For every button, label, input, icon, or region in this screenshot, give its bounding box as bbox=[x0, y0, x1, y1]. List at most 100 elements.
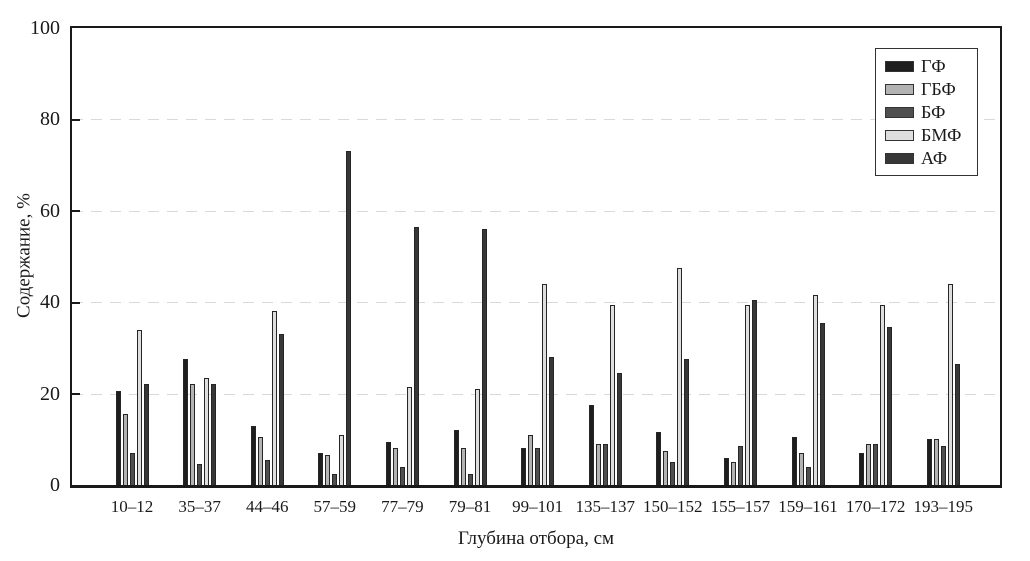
bar-ГФ-99–101 bbox=[521, 448, 527, 485]
legend-item-ГБФ: ГБФ bbox=[885, 80, 977, 98]
bar-ГБФ-193–195 bbox=[933, 439, 939, 485]
bar-АФ-44–46 bbox=[278, 334, 284, 485]
bar-БМФ-77–79 bbox=[406, 386, 412, 485]
legend-swatch-БМФ bbox=[885, 129, 914, 141]
x-tick-label-77–79: 77–79 bbox=[381, 497, 424, 516]
plot-area bbox=[70, 26, 1002, 488]
bar-БФ-170–172 bbox=[873, 443, 879, 485]
bar-БМФ-135–137 bbox=[609, 304, 615, 485]
bar-АФ-159–161 bbox=[819, 322, 825, 485]
bar-ГБФ-150–152 bbox=[663, 450, 669, 485]
bar-ГФ-150–152 bbox=[656, 432, 662, 485]
x-axis-title: Глубина отбора, см bbox=[457, 528, 615, 549]
x-tick-label-150–152: 150–152 bbox=[643, 497, 703, 516]
bar-БМФ-150–152 bbox=[677, 267, 683, 485]
gridline-40 bbox=[72, 302, 1000, 304]
legend-label-АФ: АФ bbox=[921, 148, 948, 168]
y-tick-label-100: 100 bbox=[30, 17, 60, 39]
bar-ГБФ-170–172 bbox=[866, 443, 872, 485]
bar-ГФ-79–81 bbox=[453, 430, 459, 485]
bar-АФ-170–172 bbox=[887, 327, 893, 485]
bar-ГФ-193–195 bbox=[926, 439, 932, 485]
bar-БМФ-79–81 bbox=[474, 389, 480, 485]
bar-ГБФ-77–79 bbox=[392, 448, 398, 485]
bar-БМФ-159–161 bbox=[812, 295, 818, 485]
gridline-60 bbox=[72, 210, 1000, 212]
legend-item-БФ: БФ bbox=[885, 103, 977, 121]
legend-swatch-БФ bbox=[885, 106, 914, 118]
x-tick-label-99–101: 99–101 bbox=[512, 497, 564, 516]
bar-БФ-44–46 bbox=[264, 459, 270, 485]
bar-БФ-79–81 bbox=[467, 473, 473, 485]
bar-БФ-135–137 bbox=[602, 443, 608, 485]
bar-ГФ-170–172 bbox=[859, 453, 865, 485]
legend-label-БМФ: БМФ bbox=[921, 125, 962, 145]
bar-БМФ-10–12 bbox=[136, 329, 142, 485]
bar-БФ-10–12 bbox=[129, 453, 135, 485]
bar-ГФ-44–46 bbox=[250, 425, 256, 485]
bar-ГФ-35–37 bbox=[183, 359, 189, 485]
bar-ГБФ-57–59 bbox=[325, 455, 331, 485]
bar-БФ-155–157 bbox=[737, 446, 743, 485]
bar-ГБФ-155–157 bbox=[730, 462, 736, 485]
bar-БФ-193–195 bbox=[940, 446, 946, 485]
bar-АФ-99–101 bbox=[549, 357, 555, 485]
x-tick-label-44–46: 44–46 bbox=[245, 497, 289, 516]
bar-ГБФ-10–12 bbox=[122, 414, 128, 485]
bar-БФ-57–59 bbox=[332, 473, 338, 485]
bar-ГБФ-135–137 bbox=[595, 443, 601, 485]
gridline-20 bbox=[72, 393, 1000, 395]
bar-БМФ-99–101 bbox=[542, 283, 548, 485]
legend-label-ГБФ: ГБФ bbox=[921, 79, 956, 99]
legend-label-БФ: БФ bbox=[921, 102, 946, 122]
bar-БФ-35–37 bbox=[197, 464, 203, 485]
bar-ГБФ-35–37 bbox=[190, 384, 196, 485]
bar-БМФ-170–172 bbox=[880, 304, 886, 485]
x-tick-label-79–81: 79–81 bbox=[448, 497, 492, 516]
bar-БФ-150–152 bbox=[670, 462, 676, 485]
legend-swatch-ГФ bbox=[885, 60, 914, 72]
y-tick-label-80: 80 bbox=[40, 108, 60, 131]
bar-БМФ-155–157 bbox=[744, 304, 750, 485]
bar-АФ-193–195 bbox=[954, 363, 960, 485]
legend-swatch-ГБФ bbox=[885, 83, 914, 95]
bar-БФ-99–101 bbox=[535, 448, 541, 485]
y-tick-mark-20 bbox=[72, 393, 80, 396]
x-tick-label-193–195: 193–195 bbox=[913, 497, 973, 516]
bar-БМФ-44–46 bbox=[271, 311, 277, 485]
bar-АФ-57–59 bbox=[346, 151, 352, 485]
y-tick-label-0: 0 bbox=[50, 474, 60, 496]
bar-АФ-35–37 bbox=[211, 384, 217, 485]
bar-ГФ-135–137 bbox=[588, 405, 594, 485]
bar-ГФ-155–157 bbox=[723, 457, 729, 485]
legend-swatch-АФ bbox=[885, 152, 914, 164]
x-tick-label-170–172: 170–172 bbox=[845, 497, 906, 516]
bar-ГБФ-44–46 bbox=[257, 437, 263, 485]
bar-АФ-77–79 bbox=[413, 226, 419, 485]
bar-БФ-77–79 bbox=[399, 466, 405, 485]
bar-АФ-10–12 bbox=[143, 384, 149, 485]
y-tick-mark-60 bbox=[72, 210, 80, 213]
bar-ГФ-57–59 bbox=[318, 453, 324, 485]
y-tick-label-60: 60 bbox=[40, 199, 60, 222]
y-tick-mark-40 bbox=[72, 301, 80, 304]
bar-БФ-159–161 bbox=[805, 466, 811, 485]
bar-АФ-155–157 bbox=[751, 299, 757, 485]
bar-ГБФ-79–81 bbox=[460, 448, 466, 485]
bar-ГФ-77–79 bbox=[385, 441, 391, 485]
bar-ГФ-159–161 bbox=[791, 437, 797, 485]
bar-ГБФ-99–101 bbox=[528, 434, 534, 485]
x-tick-label-35–37: 35–37 bbox=[178, 497, 221, 516]
bar-БМФ-35–37 bbox=[204, 377, 210, 485]
x-tick-label-155–157: 155–157 bbox=[710, 497, 771, 516]
legend-item-БМФ: БМФ bbox=[885, 126, 977, 144]
bar-АФ-135–137 bbox=[616, 373, 622, 485]
bar-БМФ-57–59 bbox=[339, 434, 345, 485]
legend-label-ГФ: ГФ bbox=[921, 56, 946, 76]
gridline-80 bbox=[72, 119, 1000, 121]
y-tick-mark-80 bbox=[72, 118, 80, 121]
y-tick-label-20: 20 bbox=[40, 382, 60, 405]
y-axis-title: Содержание, % bbox=[13, 193, 35, 318]
bar-АФ-150–152 bbox=[684, 359, 690, 485]
